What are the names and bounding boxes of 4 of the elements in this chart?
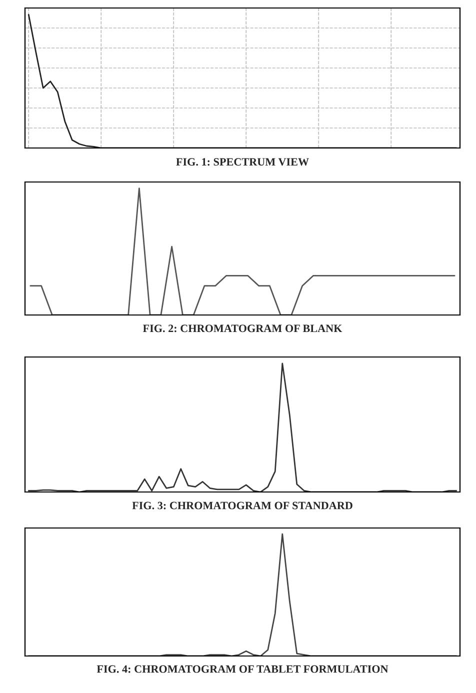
- text: FIG. 2: CHROMATOGRAM OF BLANK: [142, 324, 342, 332]
- text: FIG. 1: SPECTRUM VIEW: [176, 158, 309, 166]
- text: FIG. 4: CHROMATOGRAM OF TABLET FORMULATION: [96, 665, 388, 673]
- text: FIG. 3: CHROMATOGRAM OF STANDARD: [132, 502, 352, 510]
